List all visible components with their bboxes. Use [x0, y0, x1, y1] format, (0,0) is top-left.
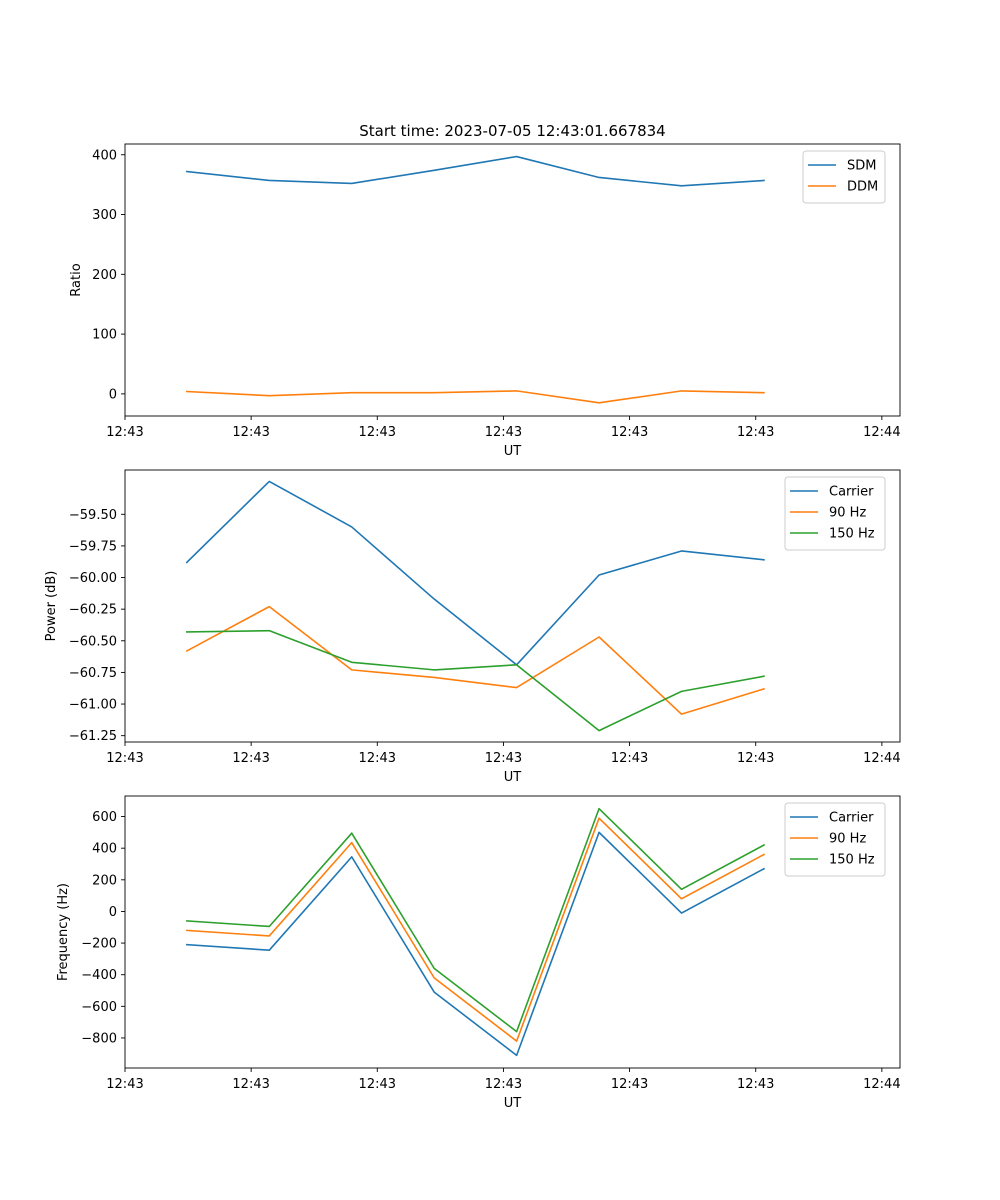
x-tick-label: 12:43 — [106, 1077, 143, 1092]
legend-entry-label: 150 Hz — [829, 527, 875, 542]
x-tick-label: 12:44 — [863, 1077, 900, 1092]
axes-frame — [124, 469, 901, 743]
y-tick-label: −60.75 — [69, 666, 117, 681]
legend: SDM DDM — [802, 150, 886, 204]
x-tick-label: 12:43 — [611, 751, 648, 766]
x-tick-label: 12:43 — [737, 425, 774, 440]
legend-entry-label: Carrier — [829, 485, 874, 500]
y-axis-label: Ratio — [69, 263, 84, 296]
y-tick-label: −60.50 — [69, 634, 117, 649]
y-tick-label: 100 — [92, 328, 117, 343]
x-tick-label: 12:43 — [611, 1077, 648, 1092]
x-axis-label: UT — [504, 770, 522, 785]
x-tick-label: 12:43 — [359, 1077, 396, 1092]
x-tick-label: 12:43 — [232, 751, 269, 766]
legend-box — [802, 150, 886, 204]
y-tick-label: −400 — [81, 968, 117, 983]
x-tick-label: 12:43 — [359, 751, 396, 766]
legend-entry-label: DDM — [847, 180, 878, 195]
y-tick-label: −61.00 — [69, 698, 117, 713]
series-line-ddm — [186, 390, 765, 404]
subplot-2: 12:43 12:43 12:43 12:43 12:43 12:43 12:44 −61.2… — [44, 469, 901, 785]
x-tick-label: 12:43 — [737, 1077, 774, 1092]
series-line-carrier — [185, 480, 765, 666]
x-tick-label: 12:44 — [863, 751, 900, 766]
legend-entry-label: 90 Hz — [829, 506, 866, 521]
x-tick-label: 12:43 — [106, 751, 143, 766]
y-tick-label: −800 — [81, 1031, 117, 1046]
y-tick-label: 600 — [92, 810, 117, 825]
series-line-carrier — [185, 831, 766, 1057]
y-tick-label: −59.75 — [69, 539, 117, 554]
series-line-sdm — [185, 155, 765, 187]
legend: Carrier 90 Hz 150 Hz — [784, 476, 886, 551]
legend-entry-label: 150 Hz — [829, 853, 875, 868]
x-tick-label: 12:43 — [106, 425, 143, 440]
x-tick-label: 12:43 — [232, 1077, 269, 1092]
legend-box — [784, 802, 886, 877]
x-axis-label: UT — [504, 444, 522, 459]
y-tick-label: 200 — [92, 873, 117, 888]
subplot-3: 12:43 12:43 12:43 12:43 12:43 12:43 12:44 −800 −… — [56, 795, 901, 1111]
x-tick-label: 12:43 — [485, 425, 522, 440]
subplot-1: Start time: 2023-07-05 12:43:01.667834 12… — [69, 122, 901, 459]
y-tick-label: −59.50 — [69, 508, 117, 523]
x-tick-label: 12:43 — [359, 425, 396, 440]
series-line-150-hz — [186, 629, 765, 732]
series-line-90-hz — [185, 605, 765, 715]
y-tick-label: 0 — [109, 905, 117, 920]
y-tick-label: −200 — [81, 937, 117, 952]
legend-entry-label: 90 Hz — [829, 832, 866, 847]
legend-entry-label: SDM — [847, 159, 876, 174]
y-tick-label: 300 — [92, 208, 117, 223]
legend-box — [784, 476, 886, 551]
y-tick-label: −61.25 — [69, 729, 117, 744]
y-tick-label: −60.00 — [69, 571, 117, 586]
y-tick-label: 0 — [109, 387, 117, 402]
x-tick-label: 12:44 — [863, 425, 900, 440]
x-tick-label: 12:43 — [485, 751, 522, 766]
x-tick-label: 12:43 — [485, 1077, 522, 1092]
y-tick-label: 200 — [92, 268, 117, 283]
x-tick-label: 12:43 — [611, 425, 648, 440]
axes-frame — [124, 795, 901, 1069]
axes-frame — [124, 143, 901, 417]
y-axis-label: Power (dB) — [44, 571, 59, 642]
x-tick-label: 12:43 — [232, 425, 269, 440]
legend: Carrier 90 Hz 150 Hz — [784, 802, 886, 877]
series-line-90-hz — [185, 817, 766, 1042]
series-line-150-hz — [185, 807, 766, 1033]
y-tick-label: 400 — [92, 148, 117, 163]
chart-title: Start time: 2023-07-05 12:43:01.667834 — [359, 122, 665, 140]
legend-entry-label: Carrier — [829, 811, 874, 826]
y-tick-label: −600 — [81, 1000, 117, 1015]
y-axis-label: Frequency (Hz) — [56, 883, 71, 981]
y-tick-label: 400 — [92, 842, 117, 857]
y-tick-label: −60.25 — [69, 603, 117, 618]
x-tick-label: 12:43 — [737, 751, 774, 766]
x-axis-label: UT — [504, 1096, 522, 1111]
